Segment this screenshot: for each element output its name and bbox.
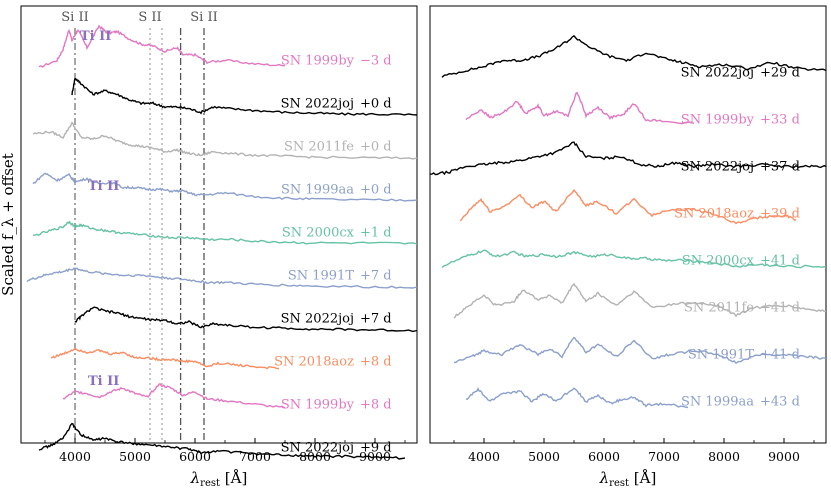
- series-epoch: +29 d: [760, 66, 800, 81]
- series-epoch: +0 d: [360, 140, 392, 155]
- x-tick-label: 8000: [708, 449, 740, 464]
- spectrum-line: [453, 336, 827, 365]
- plot-frame: [20, 5, 418, 444]
- spectrum-line: [38, 422, 406, 460]
- series-label: SN 2011fe: [284, 140, 354, 155]
- series-label: SN 1991T: [288, 269, 354, 284]
- spectrum-line: [429, 141, 827, 176]
- series-epoch: +8 d: [360, 398, 392, 413]
- series-label: SN 2022joj: [681, 160, 754, 175]
- series-label: SN 1999by: [281, 398, 355, 413]
- spectrum-line: [465, 91, 695, 125]
- series-epoch: +33 d: [760, 113, 800, 128]
- spectrum-line: [38, 24, 286, 68]
- spectrum-line: [26, 267, 418, 289]
- series-label: SN 2022joj: [681, 66, 754, 81]
- right-panel: SN 2022joj +29 d SN 1999by +33 d SN 2022joj +…: [429, 5, 827, 489]
- series-epoch: +7 d: [360, 312, 392, 327]
- ion-label: Ti II: [80, 29, 111, 44]
- spectrum-line: [32, 121, 418, 160]
- ion-label: Ti II: [88, 179, 119, 194]
- series-epoch: +7 d: [360, 269, 392, 284]
- series-label: SN 2018aoz: [274, 355, 354, 370]
- series-label: SN 1991T: [688, 348, 754, 363]
- series-label: SN 2000cx: [282, 226, 355, 241]
- series-epoch: +41 d: [760, 254, 800, 269]
- series-epoch: +0 d: [360, 183, 392, 198]
- series-epoch: +37 d: [760, 160, 800, 175]
- series-label: SN 2022joj: [281, 441, 354, 456]
- spectrum-line: [33, 220, 418, 245]
- x-tick-label: 7000: [648, 449, 680, 464]
- spectrum-line: [71, 77, 418, 116]
- spectrum-line: [459, 188, 797, 225]
- x-tick-label: 9000: [768, 449, 800, 464]
- series-label: SN 1999by: [681, 113, 755, 128]
- spectrum-line: [465, 387, 689, 409]
- series-label: SN 2018aoz: [674, 207, 754, 222]
- series-epoch: +41 d: [760, 348, 800, 363]
- x-tick-label: 4000: [59, 449, 91, 464]
- y-axis-title: Scaled f_λ + offset: [0, 153, 17, 296]
- series-label: SN 2022joj: [281, 97, 354, 112]
- spectrum-line: [453, 282, 827, 319]
- x-tick-label: 5000: [528, 449, 560, 464]
- series-epoch: +43 d: [760, 395, 800, 410]
- x-tick-label: 6000: [179, 449, 211, 464]
- x-tick-label: 9000: [359, 449, 391, 464]
- spectrum-line: [32, 172, 418, 202]
- plot-frame: [429, 5, 827, 444]
- left-panel: Si II S II Si II SN 1999by −3 d SN 2022joj +0 …: [0, 5, 418, 489]
- x-tick-label: 5000: [119, 449, 151, 464]
- line-marker-label: S II: [138, 10, 161, 25]
- line-marker-label: Si II: [190, 10, 217, 25]
- spectrum-line: [74, 306, 418, 333]
- x-tick-label: 6000: [588, 449, 620, 464]
- series-epoch: +1 d: [360, 226, 392, 241]
- x-tick-label: 8000: [299, 449, 331, 464]
- series-epoch: +0 d: [360, 97, 392, 112]
- series-epoch: +41 d: [760, 301, 800, 316]
- line-marker-label: Si II: [61, 10, 88, 25]
- x-axis-title: λrest [Å]: [599, 469, 657, 489]
- spectrum-line: [62, 383, 286, 409]
- series-epoch: +8 d: [360, 355, 392, 370]
- series-epoch: +9 d: [360, 441, 392, 456]
- x-tick-label: 7000: [239, 449, 271, 464]
- series-label: SN 1999by: [281, 54, 355, 69]
- series-label: SN 2000cx: [682, 254, 755, 269]
- series-label: SN 2011fe: [684, 301, 754, 316]
- series-label: SN 1999aa: [281, 183, 354, 198]
- series-label: SN 2022joj: [281, 312, 354, 327]
- series-epoch: +39 d: [760, 207, 800, 222]
- x-axis-title: λrest [Å]: [190, 469, 248, 489]
- series-label: SN 1999aa: [681, 395, 754, 410]
- spectrum-line: [441, 249, 827, 269]
- series-epoch: −3 d: [360, 54, 392, 69]
- spectrum-line: [50, 348, 280, 370]
- x-tick-label: 4000: [468, 449, 500, 464]
- spectrum-line: [441, 34, 827, 78]
- ion-label: Ti II: [88, 374, 119, 389]
